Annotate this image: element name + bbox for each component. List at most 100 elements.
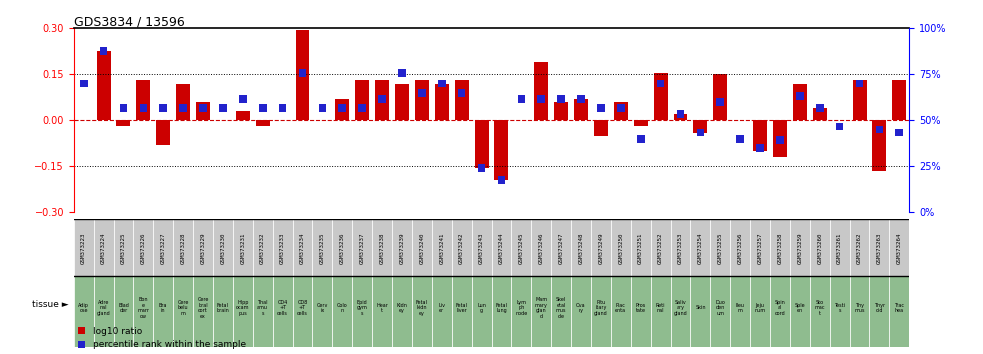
Bar [830, 219, 849, 276]
Bar [497, 176, 505, 184]
Bar [159, 104, 167, 112]
Bar [670, 276, 690, 347]
Bar [296, 30, 310, 120]
Bar [494, 120, 508, 180]
Bar [849, 276, 870, 347]
Bar [272, 219, 293, 276]
Bar [156, 120, 170, 145]
Text: Sto
mac
t: Sto mac t [815, 300, 825, 316]
Text: GSM373247: GSM373247 [558, 232, 563, 263]
Bar [770, 219, 790, 276]
Bar [849, 219, 870, 276]
Bar [717, 98, 724, 106]
Bar [438, 80, 445, 87]
Bar [492, 219, 511, 276]
Bar [535, 62, 549, 120]
Bar [730, 219, 750, 276]
Bar [173, 276, 193, 347]
Bar [74, 219, 93, 276]
Bar [870, 219, 890, 276]
Bar [574, 99, 588, 120]
Bar [134, 219, 153, 276]
Text: GSM373245: GSM373245 [519, 232, 524, 263]
Bar [134, 276, 153, 347]
Bar [140, 104, 147, 112]
Bar [193, 219, 213, 276]
Bar [873, 120, 887, 171]
Bar [617, 104, 624, 112]
Bar [153, 219, 173, 276]
Bar [631, 276, 651, 347]
Text: GDS3834 / 13596: GDS3834 / 13596 [74, 15, 185, 28]
Bar [332, 219, 352, 276]
Text: Hipp
ocam
pus: Hipp ocam pus [236, 300, 250, 316]
Bar [259, 104, 266, 112]
Bar [432, 276, 452, 347]
Bar [99, 47, 107, 55]
Bar [332, 276, 352, 347]
Bar [836, 123, 843, 130]
Text: Epid
gym
s: Epid gym s [357, 300, 368, 316]
Bar [137, 80, 150, 120]
Bar [876, 126, 884, 133]
Text: GSM373256: GSM373256 [737, 232, 743, 263]
Bar [538, 95, 545, 103]
Bar [412, 276, 432, 347]
Bar [93, 219, 113, 276]
Bar [96, 51, 110, 120]
Bar [531, 276, 551, 347]
Text: Cerv
ix: Cerv ix [317, 303, 328, 313]
Bar [355, 80, 370, 120]
Text: Fetal
kidn
ey: Fetal kidn ey [416, 300, 428, 316]
Bar [554, 102, 568, 120]
Bar [418, 89, 426, 97]
Text: GSM373233: GSM373233 [280, 232, 285, 263]
Bar [472, 219, 492, 276]
Bar [378, 95, 386, 103]
Bar [213, 276, 233, 347]
Bar [359, 104, 366, 112]
Bar [750, 276, 770, 347]
Bar [770, 276, 790, 347]
Text: GSM373241: GSM373241 [439, 232, 444, 263]
Text: Cere
belu
m: Cere belu m [178, 300, 189, 316]
Bar [690, 276, 711, 347]
Bar [299, 69, 307, 77]
Text: GSM373237: GSM373237 [360, 232, 365, 263]
Text: Fetal
brain: Fetal brain [216, 303, 229, 313]
Bar [651, 219, 670, 276]
Bar [318, 104, 326, 112]
Bar [74, 276, 93, 347]
Bar [279, 104, 286, 112]
Bar [531, 219, 551, 276]
Bar [392, 276, 412, 347]
Bar [711, 276, 730, 347]
Bar [577, 95, 585, 103]
Bar [352, 219, 373, 276]
Bar [256, 120, 269, 126]
Bar [634, 120, 648, 126]
Text: Mam
mary
glan
d: Mam mary glan d [535, 297, 548, 319]
Text: GSM373226: GSM373226 [141, 232, 145, 263]
Text: Kidn
ey: Kidn ey [396, 303, 407, 313]
Text: GSM373264: GSM373264 [896, 232, 901, 263]
Text: Pros
tate: Pros tate [636, 303, 646, 313]
Bar [335, 99, 349, 120]
Text: GSM373249: GSM373249 [599, 232, 604, 263]
Text: GSM373263: GSM373263 [877, 232, 882, 263]
Bar [796, 92, 804, 100]
Text: GSM373225: GSM373225 [121, 232, 126, 263]
Text: GSM373227: GSM373227 [161, 232, 166, 263]
Bar [176, 84, 190, 120]
Bar [890, 219, 909, 276]
Bar [551, 219, 571, 276]
Bar [113, 276, 134, 347]
Text: CD8
+T
cells: CD8 +T cells [297, 300, 308, 316]
Bar [793, 84, 807, 120]
Bar [594, 120, 607, 136]
Bar [736, 135, 744, 143]
Bar [750, 219, 770, 276]
Bar [571, 276, 591, 347]
Text: GSM373262: GSM373262 [857, 232, 862, 263]
Bar [693, 120, 708, 133]
